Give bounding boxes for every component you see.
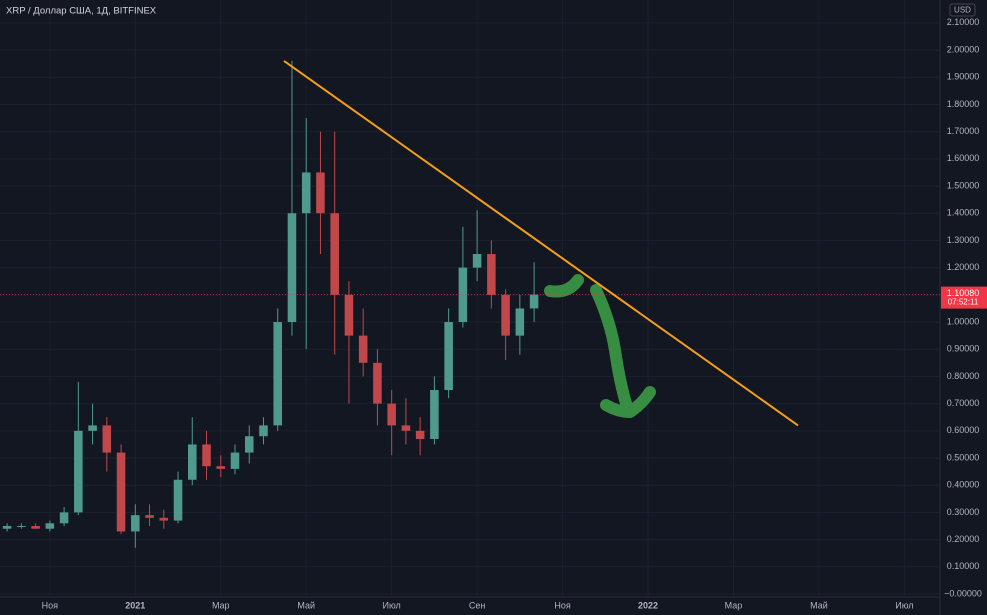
candle-body xyxy=(472,254,482,268)
y-tick-label: 2.00000 xyxy=(947,44,980,54)
candle-body xyxy=(444,322,453,391)
candle-body xyxy=(45,523,55,529)
candle-body xyxy=(401,425,411,431)
y-tick-label: 0.20000 xyxy=(947,534,980,544)
candle-body xyxy=(31,526,40,529)
currency-box[interactable] xyxy=(949,3,976,17)
candle-body xyxy=(529,294,539,309)
candle-body xyxy=(102,425,112,453)
x-tick-label: Июл xyxy=(895,600,913,610)
candle-body xyxy=(216,466,226,469)
y-tick-label: 0.90000 xyxy=(947,344,980,354)
x-tick-label: Июл xyxy=(383,600,401,610)
chart-title: XRP / Доллар США, 1Д, BITFINEX xyxy=(6,6,157,17)
y-tick-label: −0.00000 xyxy=(944,588,982,598)
y-tick-label: 0.40000 xyxy=(947,480,980,490)
candle-body xyxy=(373,362,382,404)
candle-body xyxy=(74,430,83,513)
x-tick-label: Ноя xyxy=(554,600,571,610)
y-tick-label: 0.60000 xyxy=(947,425,980,435)
x-tick-label: 2022 xyxy=(638,600,658,610)
x-tick-label: Май xyxy=(810,600,828,610)
y-tick-label: 2.10000 xyxy=(947,17,980,27)
candle-body xyxy=(202,444,211,467)
candle-body xyxy=(173,479,183,521)
x-tick-label: Май xyxy=(297,600,315,610)
y-tick-label: 1.30000 xyxy=(947,235,980,245)
candle-body xyxy=(17,526,26,528)
y-tick-label: 1.70000 xyxy=(947,126,980,136)
candle-body xyxy=(358,335,368,363)
candle-body xyxy=(287,213,297,323)
last-price-label: 1.10080 xyxy=(947,288,980,298)
grid xyxy=(0,0,940,597)
last-price-box xyxy=(941,286,987,309)
candle-body xyxy=(344,294,354,336)
y-tick-label: 1.40000 xyxy=(947,208,980,218)
candle-body xyxy=(430,390,439,439)
candle-body xyxy=(88,425,97,431)
countdown: 07:52:11 xyxy=(948,298,979,307)
y-tick-label: 1.00000 xyxy=(947,316,980,326)
x-tick-label: 2021 xyxy=(125,600,145,610)
arrow-hook xyxy=(544,274,584,298)
arrow-head xyxy=(600,386,656,418)
candle-body xyxy=(330,213,339,295)
candle-body xyxy=(301,172,311,214)
y-tick-label: 0.30000 xyxy=(947,507,980,517)
candle-body xyxy=(59,512,69,524)
arrow-shaft xyxy=(590,284,634,416)
y-tick-label: 1.50000 xyxy=(947,180,980,190)
candle-body xyxy=(501,294,510,336)
y-tick-label: 1.60000 xyxy=(947,153,980,163)
y-tick-label: 1.20000 xyxy=(947,262,980,272)
x-tick-label: Ноя xyxy=(42,600,59,610)
candle-body xyxy=(273,322,282,426)
x-tick-label: Мар xyxy=(725,600,743,610)
candle-body xyxy=(387,403,396,426)
y-tick-label: 0.70000 xyxy=(947,398,980,408)
candle-body xyxy=(244,436,254,453)
y-tick-label: 1.80000 xyxy=(947,99,980,109)
candle-body xyxy=(159,517,169,521)
candle-body xyxy=(415,430,425,439)
candle-body xyxy=(487,254,496,295)
x-tick-label: Мар xyxy=(212,600,230,610)
candle-body xyxy=(145,515,154,518)
y-tick-label: 0.80000 xyxy=(947,371,980,381)
candle-body xyxy=(188,444,197,480)
candle-body xyxy=(131,515,140,532)
candle-body xyxy=(230,452,240,469)
drawn-arrow xyxy=(544,274,656,418)
x-tick-label: Сен xyxy=(469,600,486,610)
y-tick-label: 0.10000 xyxy=(947,561,980,571)
currency[interactable]: USD xyxy=(954,6,971,15)
candle-body xyxy=(259,425,268,437)
y-tick-label: 1.90000 xyxy=(947,72,980,82)
y-tick-label: 0.50000 xyxy=(947,452,980,462)
trendline xyxy=(283,60,799,427)
candle-body xyxy=(2,526,12,529)
candle-body xyxy=(515,308,525,336)
candle-body xyxy=(316,172,325,214)
candle-body xyxy=(116,452,126,532)
